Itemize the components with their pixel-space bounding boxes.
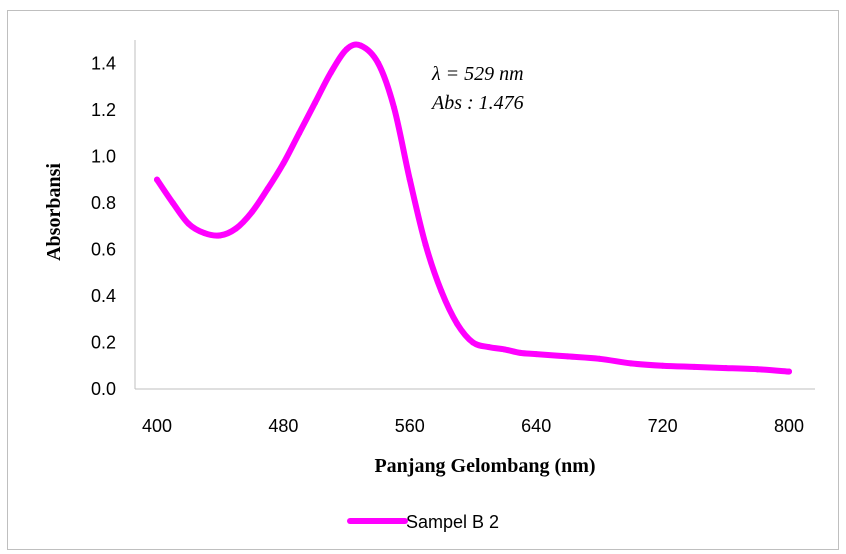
y-tick-labels: 0.0 0.2 0.4 0.6 0.8 1.0 1.2 1.4 — [91, 53, 116, 399]
data-point — [169, 199, 176, 206]
data-point — [391, 104, 397, 111]
x-tick-labels: 400 480 560 640 720 800 — [142, 416, 804, 436]
y-tick-label: 0.8 — [91, 193, 116, 213]
x-tick-label: 560 — [395, 416, 425, 436]
x-tick-label: 400 — [142, 416, 172, 436]
data-point — [312, 99, 318, 106]
data-point — [517, 349, 524, 356]
y-tick-label: 0.0 — [91, 379, 116, 399]
data-point — [628, 360, 634, 367]
data-point — [722, 365, 729, 372]
x-tick-label: 480 — [268, 416, 298, 436]
data-point — [454, 320, 461, 327]
y-tick-label: 1.2 — [91, 100, 116, 120]
x-tick-label: 800 — [774, 416, 804, 436]
data-point — [248, 209, 255, 216]
legend-label-sampel-b-2: Sampel B 2 — [406, 512, 499, 532]
data-point — [357, 42, 364, 49]
annotation-lambda: λ = 529 nm — [431, 63, 524, 85]
data-point — [185, 220, 192, 227]
y-tick-label: 0.6 — [91, 239, 116, 259]
data-point — [327, 69, 334, 76]
data-point — [422, 241, 429, 248]
data-point — [264, 185, 271, 192]
data-point — [501, 346, 508, 353]
y-tick-label: 0.4 — [91, 286, 116, 306]
data-point — [564, 353, 571, 360]
data-point — [406, 176, 413, 183]
x-axis-title: Panjang Gelombang (nm) — [374, 455, 595, 477]
data-point — [296, 130, 303, 137]
data-point — [217, 232, 224, 239]
data-point — [754, 366, 761, 373]
data-point — [438, 288, 445, 295]
y-tick-label: 0.2 — [91, 332, 116, 352]
data-point — [280, 160, 287, 167]
data-point — [233, 225, 239, 232]
data-point — [596, 355, 603, 362]
data-point — [533, 351, 540, 358]
y-tick-label: 1.0 — [91, 146, 116, 166]
y-tick-label: 1.4 — [91, 53, 116, 73]
data-points — [154, 42, 792, 375]
chart-frame — [7, 10, 839, 550]
data-point — [343, 46, 350, 53]
data-point — [154, 176, 160, 183]
data-point — [201, 230, 208, 237]
annotation-abs: Abs : 1.476 — [430, 92, 524, 114]
data-point — [659, 362, 666, 369]
y-axis-title: Absorbansi — [43, 163, 65, 261]
data-point — [485, 344, 492, 351]
data-point — [470, 339, 476, 346]
data-point — [691, 363, 698, 370]
data-point — [786, 368, 792, 375]
x-tick-label: 640 — [521, 416, 551, 436]
data-point — [375, 60, 382, 67]
x-tick-label: 720 — [648, 416, 678, 436]
